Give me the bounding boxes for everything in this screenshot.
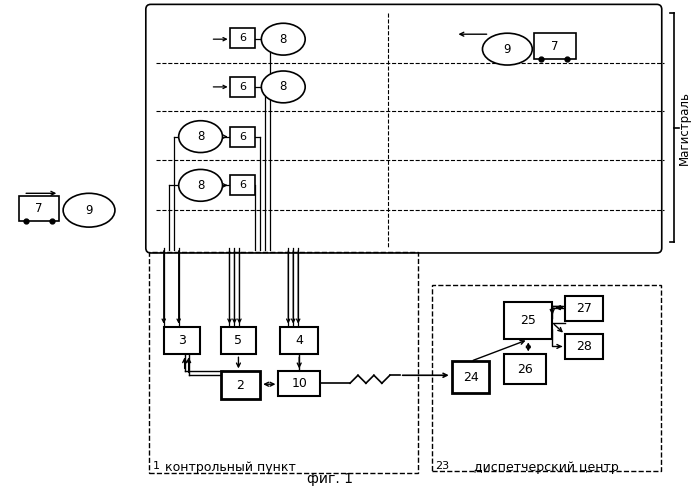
Bar — [220, 371, 260, 399]
Text: 9: 9 — [85, 204, 93, 216]
Text: фиг. 1: фиг. 1 — [307, 472, 352, 486]
Text: 3: 3 — [178, 334, 186, 347]
Bar — [432, 285, 661, 471]
Bar — [231, 28, 255, 48]
Bar — [452, 361, 489, 393]
Ellipse shape — [179, 121, 222, 153]
Text: 8: 8 — [280, 80, 287, 93]
Text: 5: 5 — [234, 334, 243, 347]
Ellipse shape — [261, 23, 305, 55]
Text: 7: 7 — [552, 40, 559, 53]
Bar — [220, 327, 257, 354]
Text: 8: 8 — [197, 130, 204, 143]
Bar — [534, 33, 576, 59]
Text: 1: 1 — [153, 461, 160, 471]
Text: 6: 6 — [240, 33, 247, 43]
Text: 26: 26 — [517, 363, 533, 376]
Text: 6: 6 — [240, 132, 247, 142]
Bar — [278, 371, 320, 396]
Ellipse shape — [63, 193, 115, 227]
Bar — [149, 252, 418, 473]
Text: 24: 24 — [463, 371, 478, 384]
FancyBboxPatch shape — [146, 4, 662, 253]
Bar — [505, 354, 546, 384]
Text: 25: 25 — [520, 314, 536, 327]
Text: Магистраль: Магистраль — [678, 91, 691, 165]
Bar — [505, 302, 552, 339]
Text: 10: 10 — [291, 377, 307, 390]
Text: 7: 7 — [36, 202, 43, 215]
Text: 9: 9 — [503, 43, 511, 56]
Bar — [231, 176, 255, 195]
Text: 4: 4 — [295, 334, 303, 347]
Ellipse shape — [261, 71, 305, 103]
Text: 2: 2 — [236, 379, 245, 392]
Text: 23: 23 — [435, 461, 449, 471]
Bar — [231, 77, 255, 97]
Bar — [565, 296, 603, 321]
Ellipse shape — [482, 33, 532, 65]
Text: 6: 6 — [240, 181, 247, 190]
Bar — [164, 327, 200, 354]
Ellipse shape — [179, 169, 222, 201]
Text: контрольный пункт: контрольный пункт — [165, 461, 296, 474]
Text: 8: 8 — [280, 32, 287, 46]
Bar — [280, 327, 318, 354]
Bar — [231, 126, 255, 147]
Bar — [20, 196, 59, 221]
Bar — [565, 335, 603, 359]
Text: 6: 6 — [240, 82, 247, 92]
Text: 8: 8 — [197, 179, 204, 192]
Text: 28: 28 — [576, 340, 592, 353]
Text: 27: 27 — [576, 302, 592, 315]
Text: диспетчерский центр: диспетчерский центр — [474, 461, 619, 474]
